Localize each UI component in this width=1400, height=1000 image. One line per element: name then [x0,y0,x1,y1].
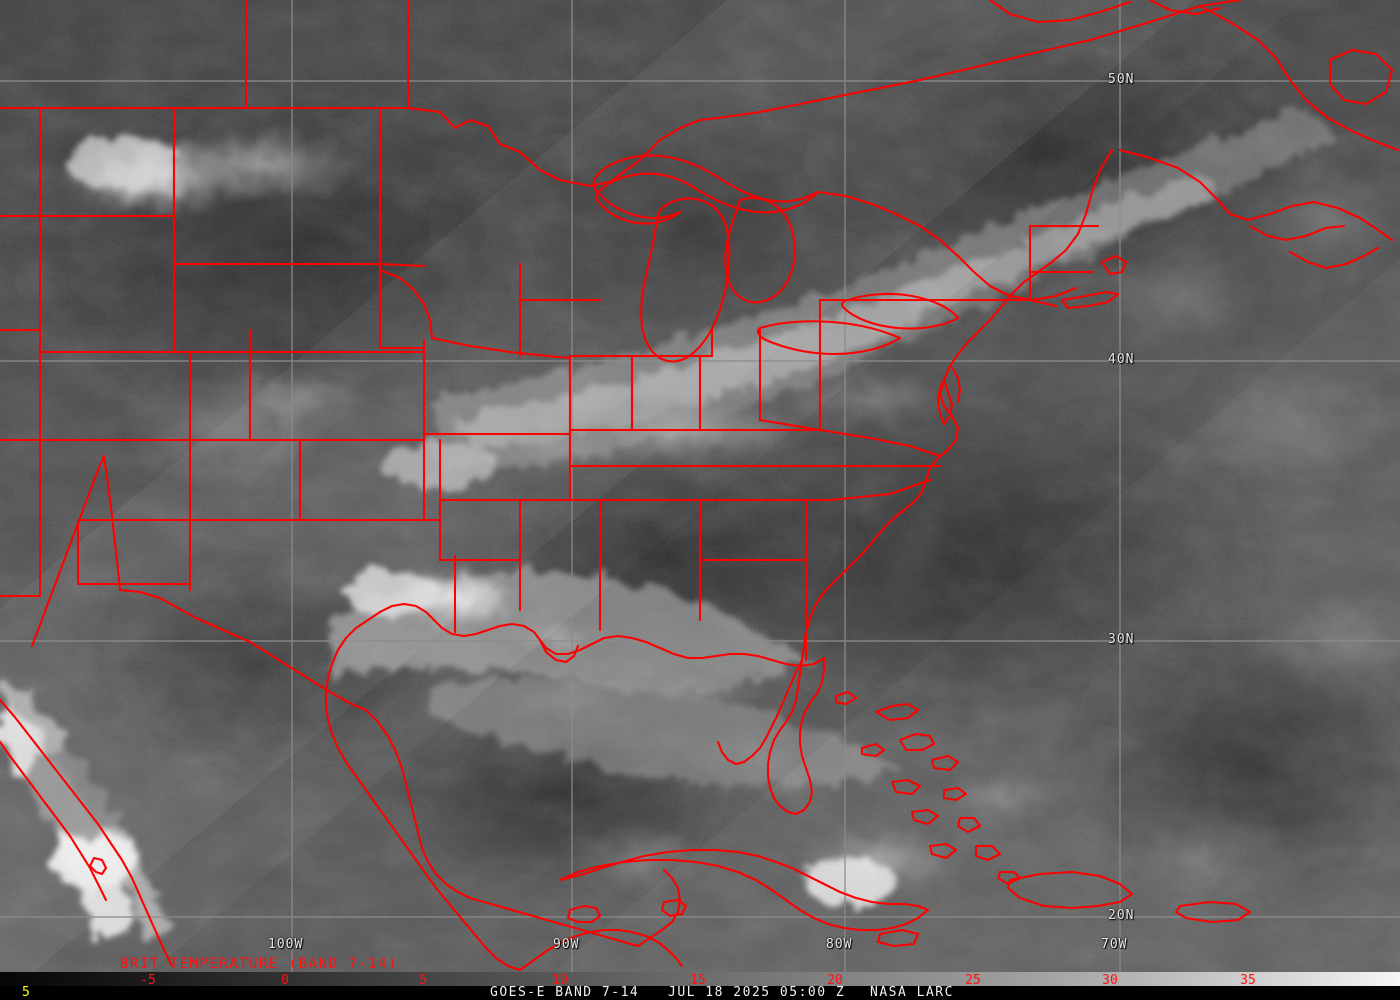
footer-source-label: NASA LARC [870,985,954,1000]
political-boundaries [0,0,1400,972]
colorbar-gradient [0,972,1400,990]
colorbar-tick--5: -5 [140,973,156,988]
lon-label-80w: 80W [826,937,853,952]
colorbar-title: BRIT TEMPERATURE (BAND 7-14) [120,956,399,972]
footer-corner-label: 5 [22,985,30,1000]
lat-label-40n: 40N [1108,352,1135,367]
footer-product-label: GOES-E BAND 7-14 [490,985,640,1000]
colorbar-tick-20: 20 [827,973,843,988]
footer-datetime-label: JUL 18 2025 05:00 Z [668,985,846,1000]
lat-label-30n: 30N [1108,632,1135,647]
colorbar-tick-15: 15 [690,973,706,988]
lon-label-100w: 100W [268,937,304,952]
lon-label-70w: 70W [1101,937,1128,952]
colorbar-tick-30: 30 [1102,973,1118,988]
colorbar-tick-5: 5 [419,973,427,988]
lon-label-90w: 90W [553,937,580,952]
satellite-imagery-svg [0,0,1400,972]
footer-bar [0,986,1400,1000]
colorbar-tick-25: 25 [965,973,981,988]
colorbar-tick-10: 10 [552,973,568,988]
lat-label-20n: 20N [1108,908,1135,923]
colorbar-tick-35: 35 [1240,973,1256,988]
satellite-image-canvas: 50N 40N 30N 20N 100W 90W 80W 70W BRIT TE… [0,0,1400,972]
lat-label-50n: 50N [1108,72,1135,87]
colorbar-tick-0: 0 [281,973,289,988]
